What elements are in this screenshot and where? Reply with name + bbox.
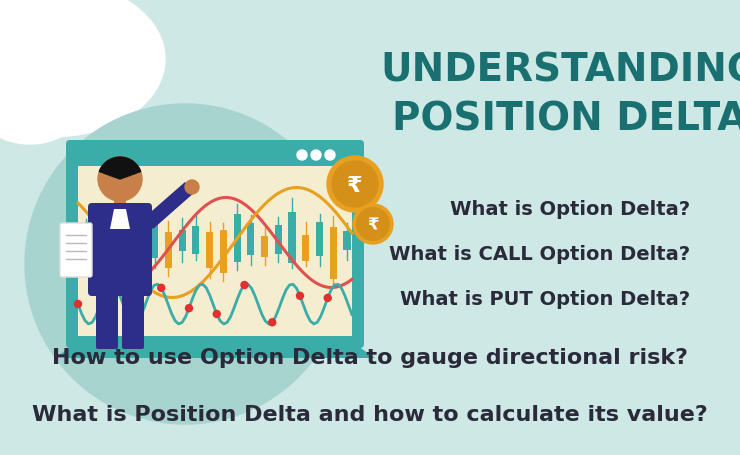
Ellipse shape	[0, 0, 165, 137]
Circle shape	[297, 293, 303, 300]
Circle shape	[357, 208, 389, 241]
Polygon shape	[145, 182, 195, 229]
FancyBboxPatch shape	[330, 227, 337, 280]
Circle shape	[75, 301, 81, 308]
Circle shape	[98, 157, 142, 202]
FancyBboxPatch shape	[151, 220, 158, 258]
FancyBboxPatch shape	[88, 203, 152, 296]
Circle shape	[102, 288, 110, 294]
FancyBboxPatch shape	[192, 226, 200, 254]
Text: What is PUT Option Delta?: What is PUT Option Delta?	[400, 290, 690, 309]
FancyBboxPatch shape	[316, 222, 323, 257]
Wedge shape	[99, 157, 141, 180]
FancyBboxPatch shape	[124, 216, 131, 261]
Ellipse shape	[0, 45, 90, 145]
Text: What is Option Delta?: What is Option Delta?	[450, 200, 690, 219]
Circle shape	[353, 205, 393, 244]
FancyBboxPatch shape	[78, 167, 352, 336]
Circle shape	[130, 321, 137, 328]
Circle shape	[158, 285, 165, 292]
FancyBboxPatch shape	[261, 237, 268, 257]
Text: What is CALL Option Delta?: What is CALL Option Delta?	[389, 245, 690, 264]
FancyBboxPatch shape	[66, 141, 364, 348]
Polygon shape	[110, 210, 130, 229]
FancyBboxPatch shape	[206, 232, 213, 268]
Circle shape	[241, 282, 248, 289]
FancyBboxPatch shape	[247, 224, 255, 256]
Text: ₹: ₹	[347, 176, 363, 196]
FancyBboxPatch shape	[138, 227, 144, 281]
Text: POSITION DELTA: POSITION DELTA	[392, 101, 740, 139]
Circle shape	[185, 181, 199, 195]
Polygon shape	[75, 219, 98, 253]
Circle shape	[297, 151, 307, 161]
FancyBboxPatch shape	[275, 226, 282, 254]
FancyBboxPatch shape	[122, 290, 144, 349]
Circle shape	[324, 295, 332, 302]
Circle shape	[25, 105, 345, 424]
Circle shape	[325, 151, 335, 161]
FancyBboxPatch shape	[302, 235, 309, 261]
FancyBboxPatch shape	[96, 229, 104, 276]
FancyBboxPatch shape	[114, 197, 126, 210]
Circle shape	[327, 157, 383, 212]
Circle shape	[186, 305, 192, 312]
Circle shape	[332, 162, 378, 207]
Polygon shape	[55, 344, 375, 358]
Text: UNDERSTANDING: UNDERSTANDING	[380, 51, 740, 89]
FancyBboxPatch shape	[60, 223, 92, 278]
Circle shape	[213, 311, 221, 318]
FancyBboxPatch shape	[82, 231, 90, 251]
FancyBboxPatch shape	[96, 290, 118, 349]
Text: ₹: ₹	[367, 217, 379, 234]
FancyBboxPatch shape	[110, 222, 117, 257]
FancyBboxPatch shape	[289, 212, 296, 263]
FancyBboxPatch shape	[165, 232, 172, 268]
Circle shape	[311, 151, 321, 161]
Text: What is Position Delta and how to calculate its value?: What is Position Delta and how to calcul…	[32, 404, 708, 424]
Text: How to use Option Delta to gauge directional risk?: How to use Option Delta to gauge directi…	[52, 347, 688, 367]
FancyBboxPatch shape	[220, 230, 227, 273]
FancyBboxPatch shape	[178, 231, 186, 251]
Circle shape	[269, 319, 276, 326]
FancyBboxPatch shape	[343, 232, 351, 251]
FancyBboxPatch shape	[234, 214, 240, 262]
